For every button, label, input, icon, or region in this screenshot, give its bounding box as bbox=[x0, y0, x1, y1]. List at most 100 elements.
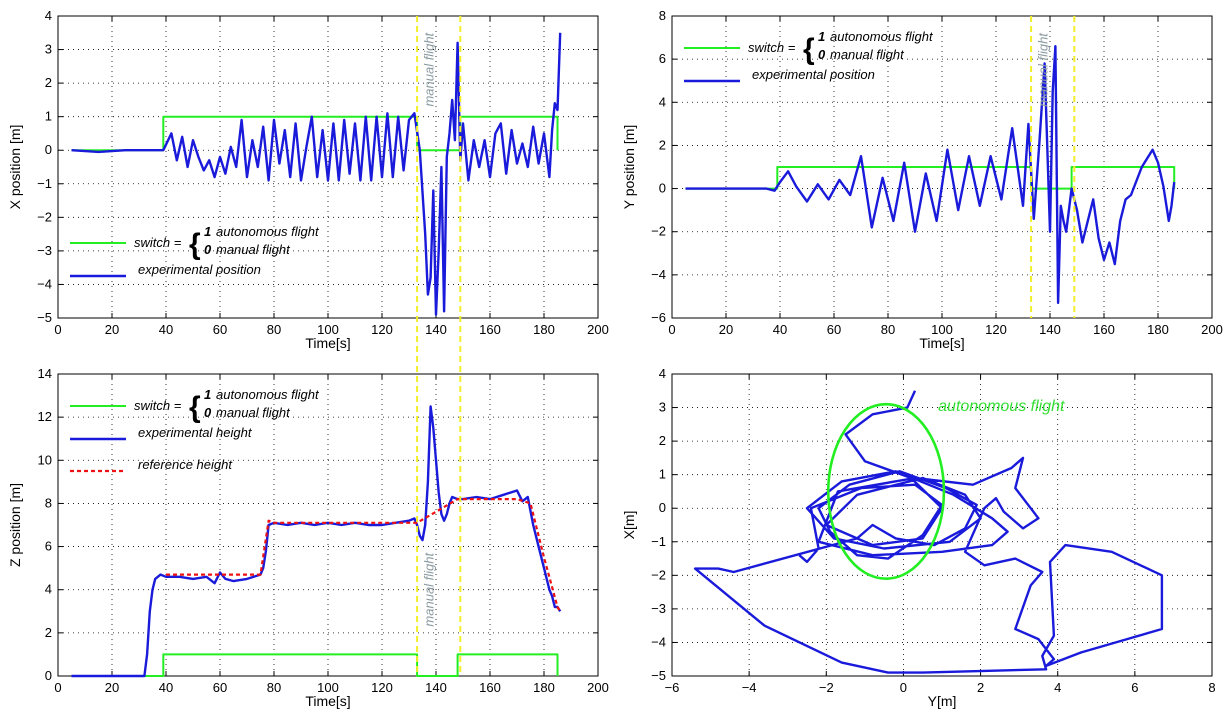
x-tick-label: 140 bbox=[1039, 322, 1061, 337]
y-tick-label: 2 bbox=[659, 137, 666, 152]
legend-one-text: autonomous flight bbox=[830, 29, 934, 44]
y-tick-label: −4 bbox=[37, 276, 52, 291]
x-tick-label: 80 bbox=[881, 322, 895, 337]
autonomous-flight-annotation: autonomous flight bbox=[938, 398, 1065, 415]
y-tick-label: 6 bbox=[45, 539, 52, 554]
x-axis-label: Time[s] bbox=[305, 693, 350, 709]
x-tick-label: 120 bbox=[985, 322, 1007, 337]
y-tick-label: 3 bbox=[659, 400, 666, 415]
experimental-line bbox=[693, 390, 1164, 674]
legend-zero: 0 bbox=[818, 47, 826, 62]
legend-one-text: autonomous flight bbox=[216, 224, 320, 239]
x-tick-label: −2 bbox=[819, 680, 834, 695]
autonomous-region-ellipse bbox=[826, 402, 946, 580]
x-tick-label: 2 bbox=[977, 680, 984, 695]
x-tick-label: −6 bbox=[665, 680, 680, 695]
x-tick-label: 60 bbox=[213, 322, 227, 337]
legend-position-label: experimental position bbox=[138, 262, 261, 277]
y-tick-label: −5 bbox=[651, 668, 666, 683]
manual-flight-annotation: manual flight bbox=[421, 551, 436, 626]
x-tick-label: 140 bbox=[425, 322, 447, 337]
legend-zero: 0 bbox=[204, 405, 212, 420]
x-tick-label: 200 bbox=[1201, 322, 1223, 337]
x-tick-label: 6 bbox=[1131, 680, 1138, 695]
y-tick-label: 12 bbox=[38, 409, 52, 424]
xy-trajectory-panel: −6 −4 −2 0 2 4 6 8 4 3 2 1 0 −1 −2 −3 −4 −5 Y[m] X[m] autono… bbox=[621, 366, 1216, 709]
x-tick-label: 120 bbox=[371, 322, 393, 337]
y-tick-label: 8 bbox=[659, 8, 666, 23]
x-tick-label: 0 bbox=[900, 680, 907, 695]
y-tick-label: −3 bbox=[37, 243, 52, 258]
y-tick-label: 6 bbox=[659, 51, 666, 66]
y-tick-label: 0 bbox=[659, 500, 666, 515]
z-position-panel: 0 20 40 60 80 100 120 140 160 180 20014121086420Ti… bbox=[7, 366, 609, 709]
legend-zero-text: manual flight bbox=[216, 242, 291, 257]
x-tick-label: 20 bbox=[105, 680, 119, 695]
legend-position-label: experimental height bbox=[138, 425, 253, 440]
y-tick-label: −6 bbox=[651, 310, 666, 325]
x-tick-label: 200 bbox=[587, 680, 609, 695]
x-tick-label: 0 bbox=[668, 322, 675, 337]
x-tick-label: 180 bbox=[533, 680, 555, 695]
y-tick-label: 3 bbox=[45, 42, 52, 57]
y-position-panel: 0 20 40 60 80 100 120 140 160 180 20086420−2−4−6Ti… bbox=[621, 8, 1223, 351]
legend-position-label: experimental position bbox=[752, 67, 875, 82]
x-axis-label: Time[s] bbox=[919, 335, 964, 351]
x-tick-label: 0 bbox=[54, 680, 61, 695]
legend-switch-label: switch = bbox=[134, 398, 182, 413]
x-tick-label: 120 bbox=[371, 680, 393, 695]
manual-flight-annotation: manual flight bbox=[421, 31, 436, 106]
legend-brace: { bbox=[189, 391, 201, 424]
y-tick-label: 0 bbox=[45, 142, 52, 157]
y-tick-label: −3 bbox=[651, 601, 666, 616]
legend-reference-label: reference height bbox=[138, 457, 233, 472]
y-tick-label: 2 bbox=[45, 75, 52, 90]
y-tick-label: 1 bbox=[45, 109, 52, 124]
legend-one: 1 bbox=[204, 387, 211, 402]
legend-zero-text: manual flight bbox=[216, 405, 291, 420]
x-tick-label: 8 bbox=[1208, 680, 1215, 695]
x-tick-label: 4 bbox=[1054, 680, 1061, 695]
legend-brace: { bbox=[189, 228, 201, 261]
legend-zero-text: manual flight bbox=[830, 47, 905, 62]
y-tick-label: −2 bbox=[651, 567, 666, 582]
reference-height-line bbox=[166, 498, 562, 612]
x-tick-label: 80 bbox=[267, 322, 281, 337]
y-tick-label: −4 bbox=[651, 267, 666, 282]
legend-switch-label: switch = bbox=[748, 40, 796, 55]
x-tick-label: 80 bbox=[267, 680, 281, 695]
x-tick-label: 20 bbox=[719, 322, 733, 337]
x-tick-label: 160 bbox=[479, 322, 501, 337]
y-tick-label: 4 bbox=[659, 94, 666, 109]
y-tick-label: −1 bbox=[651, 534, 666, 549]
y-axis-label: Z position [m] bbox=[7, 483, 23, 567]
y-tick-label: 14 bbox=[38, 366, 52, 381]
x-tick-label: 140 bbox=[425, 680, 447, 695]
x-tick-label: 100 bbox=[317, 322, 339, 337]
y-tick-label: 2 bbox=[659, 433, 666, 448]
legend-zero: 0 bbox=[204, 242, 212, 257]
y-axis-label: X[m] bbox=[621, 511, 637, 540]
x-axis-label: Time[s] bbox=[305, 335, 350, 351]
x-tick-label: 180 bbox=[533, 322, 555, 337]
x-tick-label: 160 bbox=[479, 680, 501, 695]
x-position-panel: 0 20 40 60 80 100 120 140 160 180 200 4 3 2 1 0 −1 −2 −3 −4… bbox=[7, 8, 609, 351]
y-tick-label: 2 bbox=[45, 625, 52, 640]
x-tick-label: −4 bbox=[742, 680, 757, 695]
y-tick-label: 0 bbox=[659, 181, 666, 196]
x-axis-label: Y[m] bbox=[928, 693, 957, 709]
legend-one: 1 bbox=[818, 29, 825, 44]
x-tick-label: 180 bbox=[1147, 322, 1169, 337]
x-tick-label: 40 bbox=[159, 680, 173, 695]
x-tick-label: 40 bbox=[773, 322, 787, 337]
axes-box bbox=[671, 373, 1213, 677]
y-tick-label: 4 bbox=[659, 366, 666, 381]
y-tick-label: 4 bbox=[45, 582, 52, 597]
y-tick-label: 10 bbox=[38, 452, 52, 467]
y-tick-label: −5 bbox=[37, 310, 52, 325]
legend-one: 1 bbox=[204, 224, 211, 239]
x-tick-label: 60 bbox=[827, 322, 841, 337]
legend-brace: { bbox=[803, 33, 815, 66]
legend-one-text: autonomous flight bbox=[216, 387, 320, 402]
